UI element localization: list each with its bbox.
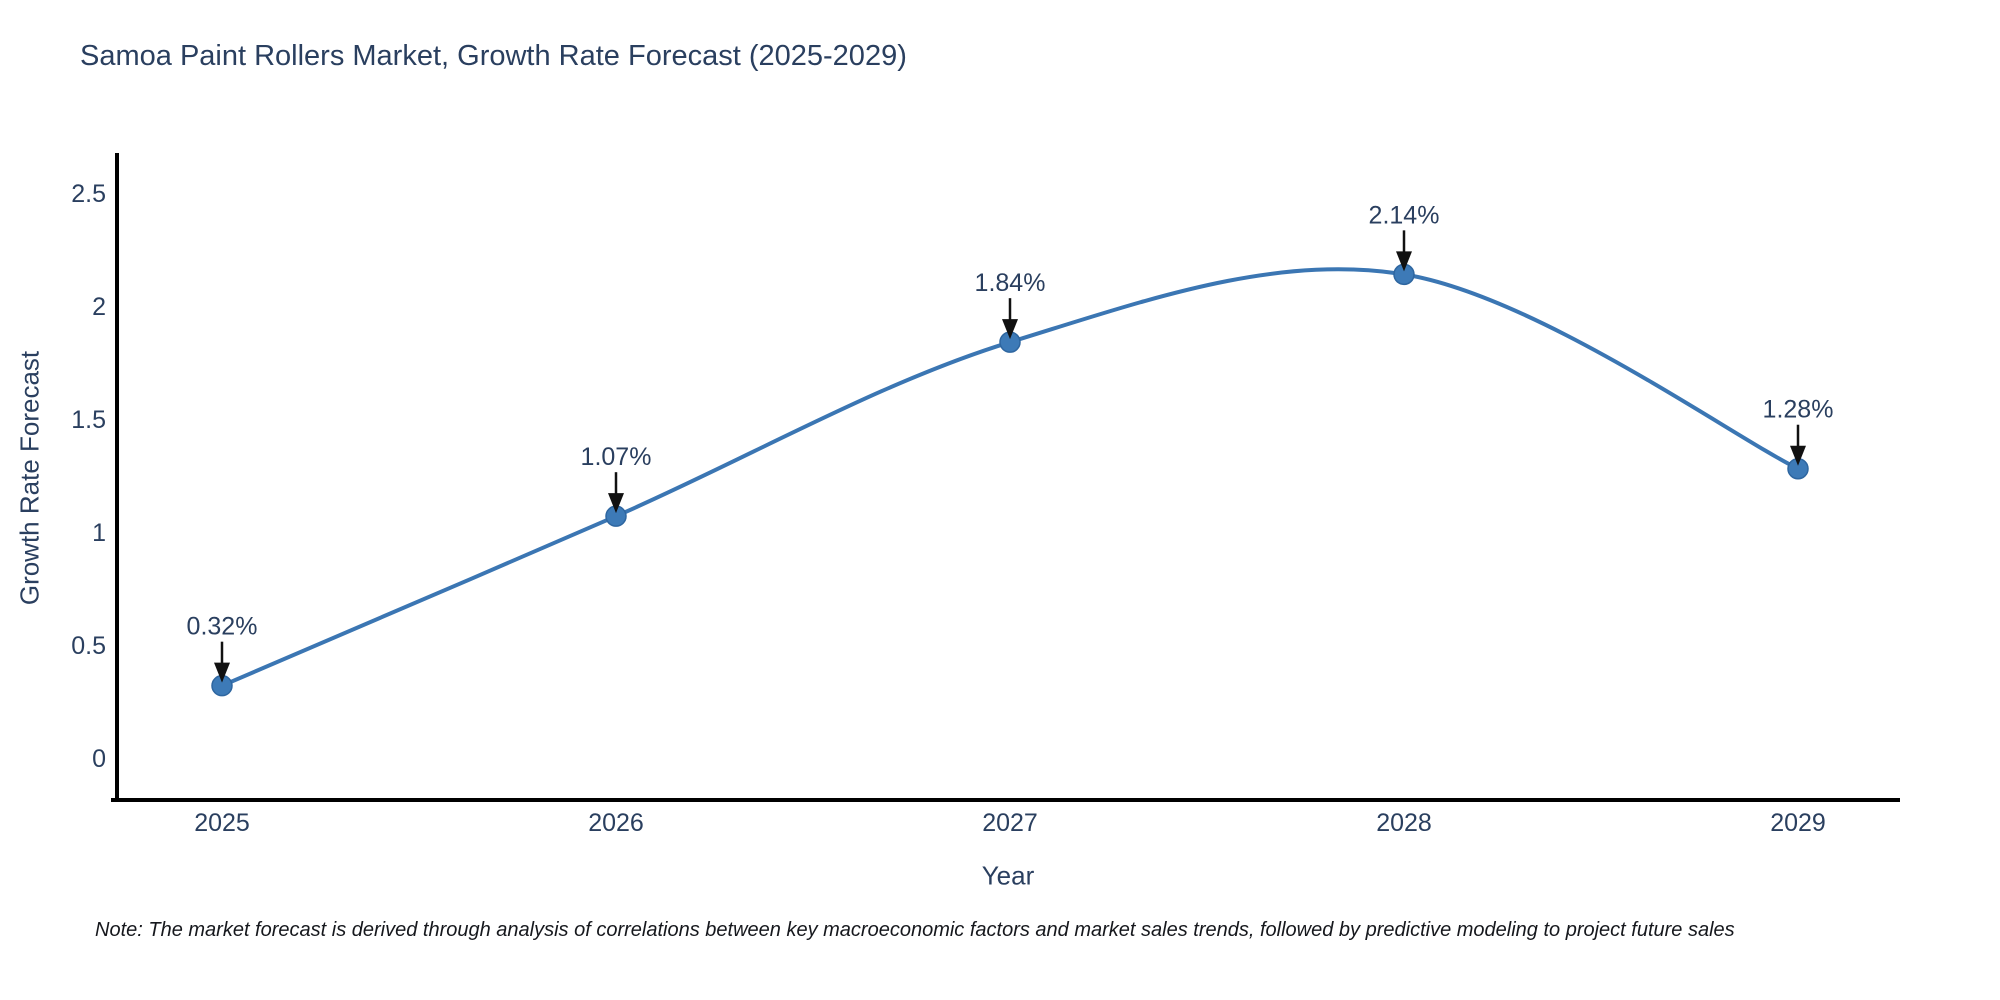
annotation-arrowhead bbox=[1790, 445, 1806, 466]
y-tick-label: 2.5 bbox=[71, 180, 106, 208]
y-tick-label: 0.5 bbox=[71, 632, 106, 660]
x-tick-label: 2026 bbox=[588, 809, 644, 837]
annotation-arrowhead bbox=[214, 662, 230, 683]
annotation-label-2028: 2.14% bbox=[1369, 201, 1440, 229]
x-tick-label: 2028 bbox=[1376, 809, 1432, 837]
annotation-arrowhead bbox=[1396, 251, 1412, 272]
x-tick-label: 2027 bbox=[982, 809, 1038, 837]
annotation-label-2029: 1.28% bbox=[1763, 396, 1834, 424]
chart-title: Samoa Paint Rollers Market, Growth Rate … bbox=[80, 40, 907, 72]
x-axis-title: Year bbox=[981, 860, 1035, 891]
y-tick-label: 0 bbox=[92, 745, 106, 773]
x-tick-label: 2025 bbox=[194, 809, 250, 837]
annotation-arrowhead bbox=[608, 493, 624, 514]
x-tick-label: 2029 bbox=[1770, 809, 1826, 837]
annotation-label-2026: 1.07% bbox=[581, 443, 652, 471]
y-tick-label: 1.5 bbox=[71, 406, 106, 434]
annotation-arrowhead bbox=[1002, 319, 1018, 340]
footnote: Note: The market forecast is derived thr… bbox=[95, 919, 1735, 941]
annotation-label-2025: 0.32% bbox=[187, 613, 258, 641]
y-axis-title: Growth Rate Forecast bbox=[14, 350, 45, 606]
annotation-label-2027: 1.84% bbox=[975, 269, 1046, 297]
y-tick-label: 1 bbox=[92, 519, 106, 547]
y-tick-label: 2 bbox=[92, 293, 106, 321]
